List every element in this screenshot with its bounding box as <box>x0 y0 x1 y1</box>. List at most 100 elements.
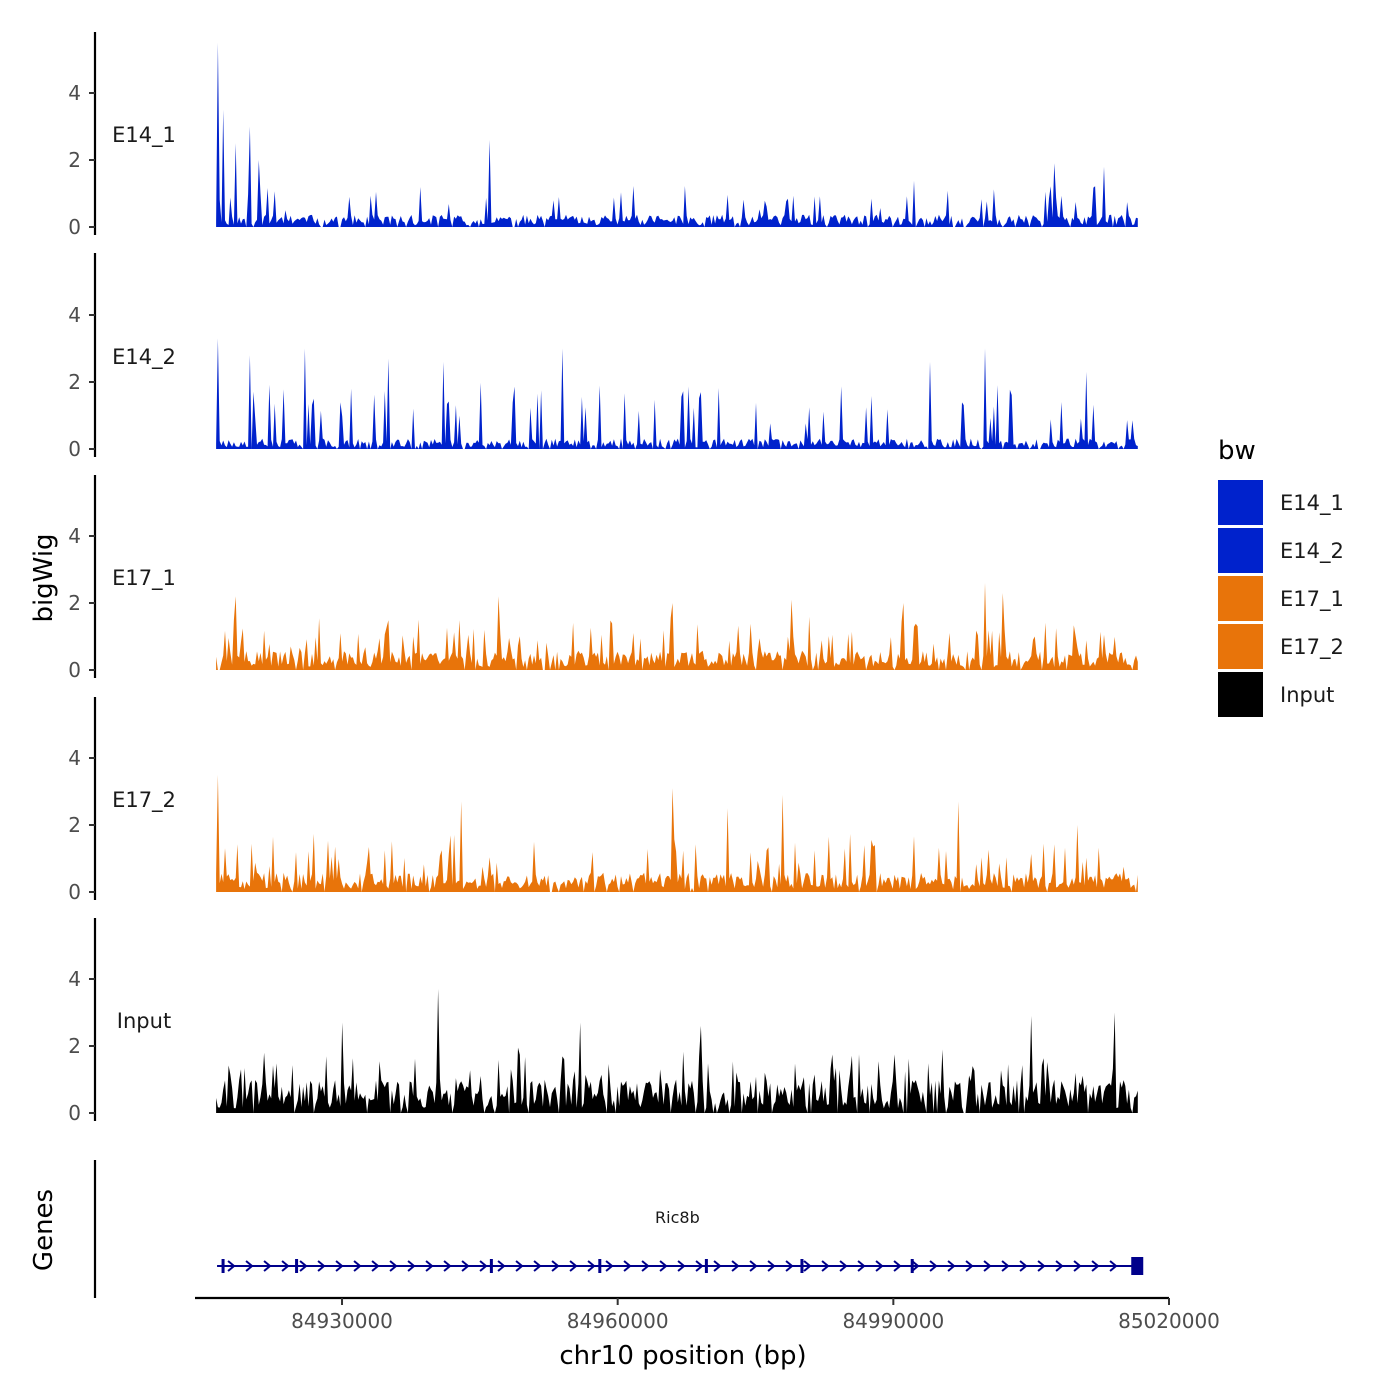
y-tick-label: 2 <box>68 148 81 172</box>
strand-arrow <box>443 1260 452 1272</box>
strand-arrow <box>227 1260 236 1272</box>
strand-arrow <box>821 1260 830 1272</box>
signal-area-Input <box>216 989 1138 1113</box>
track-Input: 0 2 4 Input <box>68 918 1138 1125</box>
strand-arrow <box>461 1260 470 1272</box>
strand-arrow <box>389 1260 398 1272</box>
track-label: E14_1 <box>112 123 176 148</box>
x-axis-title: chr10 position (bp) <box>559 1341 806 1371</box>
strand-arrow <box>713 1260 722 1272</box>
gene-Ric8b: Ric8b <box>217 1208 1144 1275</box>
x-tick-label: 84960000 <box>567 1309 669 1333</box>
track-E17_2: 0 2 4 E17_2 <box>68 697 1138 904</box>
strand-arrow <box>1073 1260 1082 1272</box>
genes-axis-title: Genes <box>29 1189 59 1271</box>
strand-arrow <box>947 1260 956 1272</box>
exon <box>221 1259 225 1273</box>
strand-arrow <box>857 1260 866 1272</box>
strand-arrow <box>407 1260 416 1272</box>
strand-arrow <box>623 1260 632 1272</box>
exon <box>800 1259 804 1273</box>
strand-arrow <box>677 1260 686 1272</box>
legend-swatch <box>1218 528 1263 573</box>
strand-arrow <box>641 1260 650 1272</box>
signal-area-E14_1 <box>216 42 1138 227</box>
strand-arrow <box>335 1260 344 1272</box>
track-label: E17_2 <box>112 788 176 813</box>
y-tick-label: 0 <box>68 658 81 682</box>
strand-arrow <box>1109 1260 1118 1272</box>
legend-item-E17_1: E17_1 <box>1218 576 1344 621</box>
strand-arrow <box>731 1260 740 1272</box>
track-label: E17_1 <box>112 566 176 591</box>
y-tick-label: 4 <box>68 524 81 548</box>
legend-swatch <box>1218 480 1263 525</box>
strand-arrow <box>533 1260 542 1272</box>
strand-arrow <box>875 1260 884 1272</box>
x-axis: 84930000 84960000 84990000 85020000 <box>195 1296 1220 1333</box>
legend-item-E14_1: E14_1 <box>1218 480 1344 525</box>
exon <box>704 1259 708 1273</box>
strand-arrow <box>299 1260 308 1272</box>
legend-item-E17_2: E17_2 <box>1218 624 1344 669</box>
x-tick-label: 84930000 <box>291 1309 393 1333</box>
strand-arrow <box>245 1260 254 1272</box>
y-tick-label: 2 <box>68 591 81 615</box>
strand-arrow <box>551 1260 560 1272</box>
y-tick-label: 0 <box>68 215 81 239</box>
y-axis-title: bigWig <box>29 533 59 622</box>
legend-item-Input: Input <box>1218 672 1334 717</box>
x-tick-label: 85020000 <box>1118 1309 1220 1333</box>
y-tick-label: 2 <box>68 813 81 837</box>
strand-arrow <box>785 1260 794 1272</box>
legend-swatch <box>1218 576 1263 621</box>
track-E14_1: 0 2 4 E14_1 <box>68 32 1138 239</box>
strand-arrow <box>893 1260 902 1272</box>
legend-label: E14_2 <box>1280 539 1344 564</box>
strand-arrow <box>317 1260 326 1272</box>
strand-arrow <box>281 1260 290 1272</box>
strand-arrow <box>1037 1260 1046 1272</box>
strand-arrow <box>659 1260 668 1272</box>
y-tick-label: 0 <box>68 880 81 904</box>
strand-arrow <box>1091 1260 1100 1272</box>
strand-arrow <box>587 1260 596 1272</box>
legend: bw E14_1 E14_2 E17_1 E17_2 Input <box>1218 436 1344 717</box>
signal-area-E14_2 <box>216 338 1138 449</box>
gene-label: Ric8b <box>655 1208 700 1227</box>
signal-area-E17_2 <box>216 774 1138 892</box>
genes-panel: Ric8b <box>93 1160 1144 1298</box>
track-E14_2: 0 2 4 E14_2 <box>68 253 1138 461</box>
track-label: Input <box>117 1009 171 1033</box>
track-panels: 0 2 4 E14_1 0 2 4 E14_2 0 2 4 E17_1 0 2 4 E17_2 0 2 4 Input <box>68 32 1138 1125</box>
exon <box>910 1259 914 1273</box>
exon <box>598 1259 602 1273</box>
strand-arrow <box>497 1260 506 1272</box>
y-tick-label: 4 <box>68 81 81 105</box>
y-tick-label: 0 <box>68 437 81 461</box>
y-tick-label: 2 <box>68 1034 81 1058</box>
strand-arrow <box>425 1260 434 1272</box>
exon <box>489 1259 493 1273</box>
track-label: E14_2 <box>112 345 176 370</box>
strand-arrow <box>569 1260 578 1272</box>
legend-title: bw <box>1218 436 1256 466</box>
exon <box>1131 1257 1144 1275</box>
strand-arrow <box>911 1260 920 1272</box>
y-tick-label: 4 <box>68 967 81 991</box>
strand-arrow <box>515 1260 524 1272</box>
legend-swatch <box>1218 624 1263 669</box>
legend-label: E17_2 <box>1280 635 1344 660</box>
strand-arrow <box>353 1260 362 1272</box>
legend-swatch <box>1218 672 1263 717</box>
strand-arrow <box>965 1260 974 1272</box>
exon <box>295 1259 299 1273</box>
strand-arrow <box>1019 1260 1028 1272</box>
strand-arrow <box>263 1260 272 1272</box>
y-tick-label: 4 <box>68 303 81 327</box>
legend-label: Input <box>1280 683 1334 707</box>
strand-arrow <box>929 1260 938 1272</box>
track-E17_1: 0 2 4 E17_1 <box>68 475 1138 682</box>
signal-area-E17_1 <box>216 582 1138 670</box>
